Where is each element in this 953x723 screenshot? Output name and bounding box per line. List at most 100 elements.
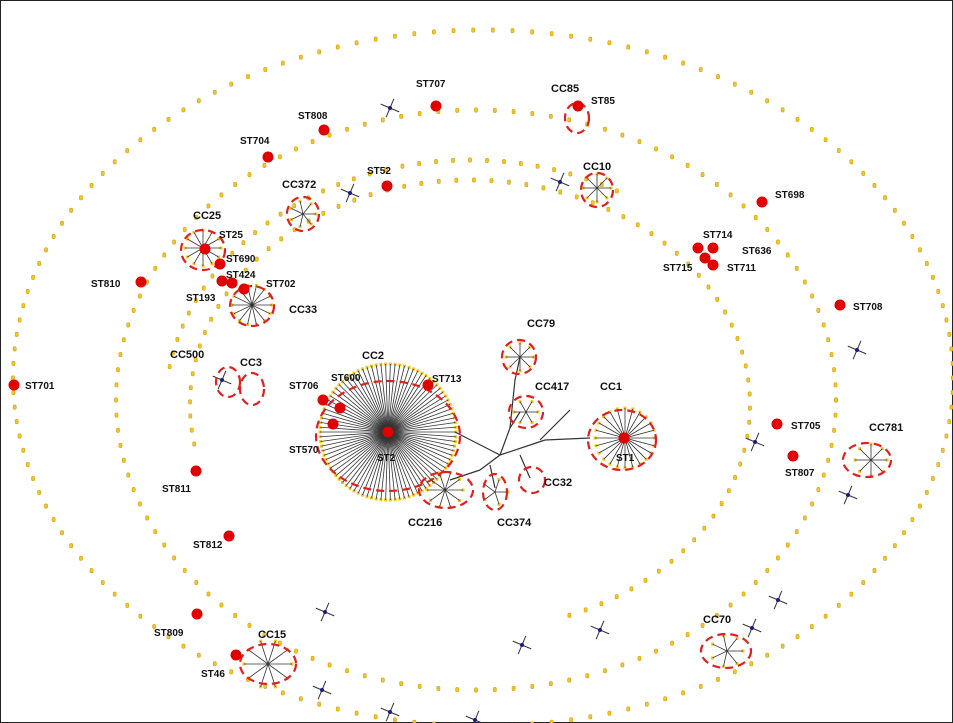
singleton-dot: [936, 289, 941, 294]
singleton-dot: [114, 382, 119, 388]
singleton-dot: [947, 331, 952, 337]
cc781-spoke: [859, 448, 872, 461]
singleton-dot: [902, 530, 906, 536]
singleton-dot: [727, 488, 731, 494]
singleton-dot: [765, 568, 770, 573]
singleton-dot: [31, 476, 35, 481]
st-node: [692, 242, 704, 254]
singleton-dot: [849, 159, 854, 165]
singleton-dot: [810, 624, 814, 630]
cc2-spoke: [387, 372, 423, 433]
st-node: [226, 277, 238, 289]
node-labels: CC85 CC10 CC372 CC25 CC33 CC79 CC500 CC3…: [25, 79, 903, 680]
singleton-dot: [393, 33, 397, 39]
singleton-dot: [194, 215, 199, 220]
singleton-dot: [832, 427, 836, 433]
singleton-dot: [716, 676, 720, 682]
tree-branch: [559, 409, 571, 421]
cc2-spoke: [387, 431, 434, 483]
singleton-dot: [44, 503, 48, 509]
cc-ring: [586, 408, 658, 472]
cc2-spoke: [387, 431, 454, 452]
singleton-dot: [742, 447, 747, 453]
cc374-spoke: [484, 491, 496, 500]
fork-hub: [348, 191, 352, 195]
singleton-dot: [918, 247, 922, 253]
st-label: ST52: [367, 166, 391, 177]
st-node: [756, 196, 768, 208]
singleton-dot: [925, 261, 929, 266]
cc1-spoke: [624, 437, 641, 465]
singleton-dot: [294, 648, 298, 654]
singleton-dot: [194, 580, 199, 585]
st-label: ST46: [201, 669, 225, 680]
cc2-spoke: [362, 368, 389, 433]
singleton-dot: [212, 661, 217, 667]
singleton-dot: [278, 640, 282, 646]
cc-ring: [238, 371, 266, 407]
singleton-dot: [381, 117, 385, 123]
st-label: ST85: [591, 96, 615, 107]
singleton-dot: [740, 349, 744, 355]
singleton-dot: [126, 472, 131, 478]
singleton-dot: [637, 655, 642, 661]
singleton-dot: [524, 182, 529, 187]
singleton-dot: [368, 192, 373, 198]
cc2-spoke: [387, 431, 444, 473]
singleton-dot: [335, 706, 340, 712]
cc2-spoke: [387, 431, 405, 499]
singleton-dot: [803, 279, 807, 285]
singleton-dot: [780, 643, 785, 649]
cc417-spoke: [525, 411, 533, 423]
cc-label: CC417: [535, 381, 569, 393]
singleton-dot: [603, 126, 607, 132]
cc2-spoke: [357, 431, 389, 494]
singleton-dot: [253, 230, 257, 236]
singleton-dot: [354, 710, 359, 716]
singleton-dot: [345, 126, 349, 132]
singleton-dot: [493, 107, 497, 113]
fork-hub: [846, 493, 850, 497]
singleton-dot: [944, 433, 949, 439]
cc216-spoke: [430, 489, 446, 501]
tree-branch: [499, 427, 511, 456]
singleton-dot: [834, 397, 838, 403]
st-label: ST812: [193, 540, 223, 551]
singleton-dot: [606, 206, 611, 212]
cc70-spoke: [726, 650, 738, 664]
singleton-dot: [872, 568, 877, 573]
singleton-dot: [412, 719, 417, 723]
singleton-dot: [354, 40, 359, 46]
cc-label: CC500: [170, 349, 204, 361]
cc79-spoke: [519, 356, 531, 368]
cc2-spoke: [387, 399, 449, 433]
fork-hub: [598, 628, 602, 632]
singleton-dot: [607, 710, 612, 716]
st-label: ST811: [162, 484, 191, 495]
cc15-spoke: [248, 663, 269, 679]
singleton-dot: [321, 210, 326, 216]
st-label: ST711: [727, 263, 756, 274]
cc15-spoke: [267, 663, 288, 679]
singleton-dot: [588, 36, 593, 42]
singleton-dot: [114, 412, 119, 418]
singleton-dot: [949, 346, 953, 352]
singleton-dot: [936, 462, 941, 467]
singleton-dot: [502, 159, 506, 164]
singleton-dot: [189, 385, 193, 391]
singleton-dot: [116, 367, 120, 373]
singleton-dot: [138, 293, 142, 299]
cc2-spoke: [387, 431, 449, 465]
singleton-dot: [112, 159, 117, 165]
singleton-dot: [21, 447, 26, 453]
singleton-dot: [541, 185, 546, 191]
singleton-dot: [182, 227, 187, 232]
singleton-dot: [776, 555, 780, 561]
cc-ring: [563, 101, 591, 135]
cc-label: CC1: [600, 381, 622, 393]
fork-hub: [776, 598, 780, 602]
cc2-spoke: [387, 431, 419, 494]
singleton-dot: [197, 343, 202, 349]
singleton-dot: [417, 111, 422, 116]
cc2-spoke: [380, 431, 389, 500]
